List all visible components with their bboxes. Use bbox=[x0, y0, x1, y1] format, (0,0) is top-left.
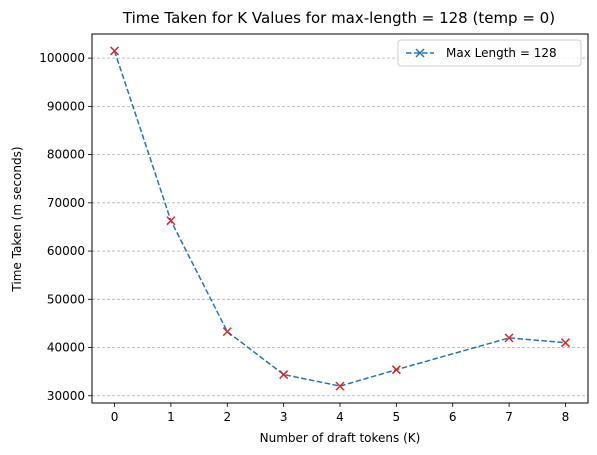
y-tick-label: 90000 bbox=[47, 99, 85, 113]
data-point-marker bbox=[560, 338, 570, 348]
x-axis-label: Number of draft tokens (K) bbox=[260, 431, 421, 445]
y-tick-label: 60000 bbox=[47, 244, 85, 258]
series-group bbox=[110, 46, 570, 391]
y-grid bbox=[92, 57, 588, 397]
y-tick-label: 50000 bbox=[47, 292, 85, 306]
legend-box bbox=[397, 39, 582, 67]
data-point-marker bbox=[335, 381, 345, 391]
data-point-marker bbox=[110, 46, 120, 56]
data-point-marker bbox=[391, 365, 401, 375]
legend-entry: Max Length = 128 bbox=[446, 46, 557, 60]
chart-title: Time Taken for K Values for max-length =… bbox=[122, 9, 555, 27]
legend-marker bbox=[415, 48, 425, 58]
y-tick-label: 80000 bbox=[47, 148, 85, 162]
x-tick-label: 1 bbox=[167, 410, 175, 424]
x-tick-label: 6 bbox=[449, 410, 457, 424]
x-tick-label: 4 bbox=[336, 410, 344, 424]
y-axis-ticks: 30000 40000 50000 60000 70000 80000 90000 10000… bbox=[39, 51, 92, 403]
legend: Max Length = 128 bbox=[397, 39, 582, 67]
y-tick-label: 70000 bbox=[47, 196, 85, 210]
y-tick-label: 30000 bbox=[47, 389, 85, 403]
y-tick-label: 40000 bbox=[47, 341, 85, 355]
x-tick-label: 0 bbox=[111, 410, 119, 424]
data-point-marker bbox=[222, 327, 232, 337]
y-axis-label: Time Taken (m seconds) bbox=[10, 146, 24, 292]
x-axis-ticks: 0 1 2 3 4 5 6 7 8 bbox=[111, 403, 570, 424]
data-point-marker bbox=[279, 370, 289, 380]
x-tick-label: 2 bbox=[223, 410, 231, 424]
x-tick-label: 3 bbox=[280, 410, 288, 424]
x-tick-label: 7 bbox=[505, 410, 513, 424]
data-point-marker bbox=[166, 216, 176, 226]
series-line bbox=[113, 50, 566, 387]
data-point-marker bbox=[504, 333, 514, 343]
y-tick-label: 100000 bbox=[39, 51, 85, 65]
x-tick-label: 5 bbox=[393, 410, 401, 424]
x-tick-label: 8 bbox=[562, 410, 570, 424]
